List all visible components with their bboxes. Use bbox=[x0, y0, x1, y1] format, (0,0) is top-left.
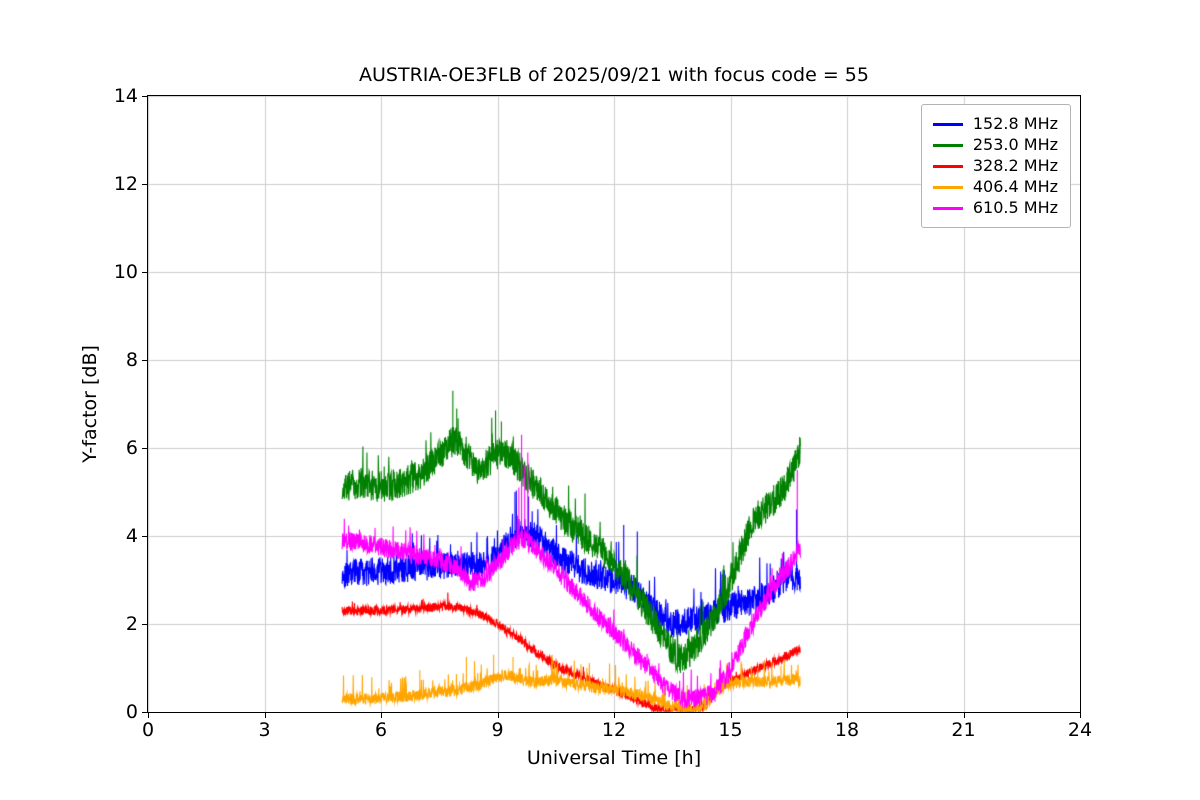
x-tick-mark bbox=[847, 713, 848, 718]
y-tick-label: 14 bbox=[113, 85, 138, 107]
legend-label: 253.0 MHz bbox=[972, 135, 1058, 154]
x-tick-mark bbox=[1080, 713, 1081, 718]
x-tick-label: 18 bbox=[834, 719, 860, 741]
y-tick-label: 0 bbox=[125, 701, 138, 723]
x-tick-mark bbox=[614, 713, 615, 718]
x-tick-mark bbox=[148, 713, 149, 718]
y-tick-label: 2 bbox=[125, 613, 138, 635]
y-tick-mark bbox=[142, 360, 147, 361]
y-tick-label: 10 bbox=[113, 261, 138, 283]
x-tick-label: 15 bbox=[718, 719, 743, 741]
legend: 152.8 MHz 253.0 MHz 328.2 MHz 406.4 MHz 610.… bbox=[920, 104, 1071, 228]
legend-entry: 152.8 MHz bbox=[932, 114, 1058, 133]
legend-line-swatch bbox=[932, 206, 963, 210]
y-tick-label: 8 bbox=[125, 349, 138, 371]
y-tick-mark bbox=[142, 184, 147, 185]
x-tick-mark bbox=[497, 713, 499, 718]
legend-entry: 253.0 MHz bbox=[932, 135, 1058, 154]
x-tick-label: 0 bbox=[141, 719, 155, 741]
y-tick-mark bbox=[142, 536, 147, 537]
legend-line-swatch bbox=[932, 185, 963, 189]
legend-entry: 328.2 MHz bbox=[932, 156, 1058, 175]
x-tick-label: 12 bbox=[601, 719, 627, 741]
y-tick-mark bbox=[142, 624, 147, 625]
x-tick-label: 24 bbox=[1067, 719, 1093, 741]
x-tick-label: 21 bbox=[951, 719, 976, 741]
x-tick-label: 3 bbox=[258, 719, 271, 741]
y-tick-label: 12 bbox=[113, 173, 138, 195]
legend-entry: 406.4 MHz bbox=[932, 177, 1058, 196]
legend-line-swatch bbox=[932, 122, 963, 126]
chart-title: AUSTRIA-OE3FLB of 2025/09/21 with focus … bbox=[359, 64, 869, 86]
x-tick-mark bbox=[730, 713, 732, 718]
y-tick-mark bbox=[142, 96, 147, 97]
legend-entry: 610.5 MHz bbox=[932, 198, 1058, 217]
y-tick-label: 4 bbox=[125, 525, 138, 547]
plot-area: 152.8 MHz 253.0 MHz 328.2 MHz 406.4 MHz 610.… bbox=[147, 95, 1081, 713]
legend-label: 610.5 MHz bbox=[972, 198, 1058, 217]
y-tick-mark bbox=[142, 712, 147, 713]
x-tick-label: 6 bbox=[374, 719, 388, 741]
legend-label: 328.2 MHz bbox=[972, 156, 1058, 175]
x-tick-mark bbox=[381, 713, 382, 718]
x-tick-mark bbox=[963, 713, 965, 718]
x-axis-label: Universal Time [h] bbox=[526, 747, 702, 769]
y-tick-label: 6 bbox=[125, 437, 138, 459]
y-tick-mark bbox=[142, 448, 147, 449]
legend-line-swatch bbox=[932, 143, 963, 147]
legend-line-swatch bbox=[932, 164, 963, 168]
x-tick-label: 9 bbox=[491, 719, 504, 741]
x-tick-mark bbox=[264, 713, 266, 718]
y-tick-mark bbox=[142, 272, 147, 273]
legend-label: 406.4 MHz bbox=[972, 177, 1058, 196]
legend-label: 152.8 MHz bbox=[972, 114, 1058, 133]
